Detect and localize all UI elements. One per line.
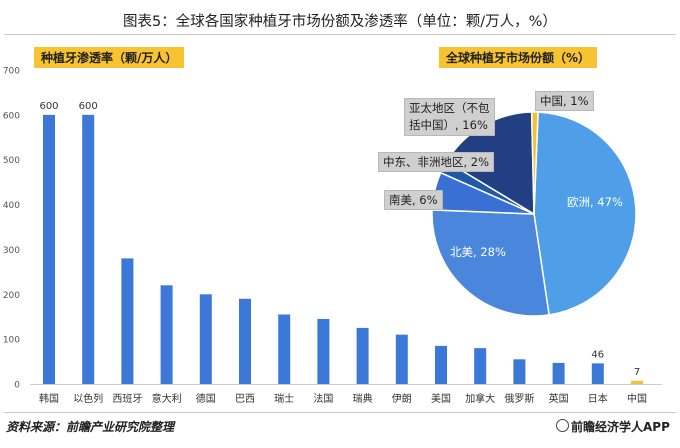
y-tick-label: 300 (3, 246, 20, 256)
bar-data-label: 600 (39, 101, 58, 112)
brand-logo-icon (556, 419, 569, 432)
x-tick-label: 瑞典 (353, 392, 373, 405)
bar-12 (474, 348, 487, 384)
x-tick-label: 中国 (627, 392, 647, 405)
bar-16 (631, 380, 643, 384)
pie-label-south-america: 南美, 6% (384, 190, 443, 210)
x-tick-label: 韩国 (39, 392, 59, 405)
pie-slice-2 (431, 209, 550, 317)
bar-1 (43, 114, 55, 384)
bar-2 (82, 114, 95, 384)
brand-credit: 前瞻经济学人APP (556, 418, 670, 435)
x-tick-label: 以色列 (73, 392, 103, 405)
bar-3 (121, 258, 134, 384)
y-tick-label: 200 (3, 291, 20, 301)
brand-text: 前瞻经济学人APP (571, 420, 670, 434)
bar-6 (239, 298, 251, 384)
source-note: 资料来源：前瞻产业研究院整理 (6, 420, 175, 434)
x-tick-label: 日本 (588, 392, 608, 405)
bar-4 (160, 285, 173, 384)
pie-chart-badge: 全球种植牙市场份额（%） (439, 47, 598, 68)
pie-slice-1 (533, 111, 637, 316)
top-divider (4, 34, 676, 35)
x-tick-label: 西班牙 (112, 393, 142, 405)
y-tick-label: 0 (14, 381, 20, 391)
y-tick-label: 100 (3, 336, 20, 346)
pie-label-middle-east-africa: 中东、非洲地区, 2% (378, 152, 495, 172)
x-tick-label: 法国 (313, 392, 333, 405)
pie-label-europe: 欧洲, 47% (567, 195, 623, 209)
x-tick-label: 德国 (196, 392, 216, 405)
bar-data-label: 600 (79, 101, 98, 112)
pie-label-asia-pacific-line1: 亚太地区（不包 (409, 101, 490, 115)
bar-data-label: 7 (634, 367, 640, 378)
pie-label-asia-pacific: 亚太地区（不包 括中国）, 16% (404, 98, 495, 136)
x-tick-label: 意大利 (152, 392, 182, 405)
y-tick-label: 400 (3, 201, 20, 211)
x-tick-label: 美国 (431, 392, 451, 405)
x-tick-label: 伊朗 (392, 393, 412, 405)
bar-chart-badge: 种植牙渗透率（颗/万人） (34, 47, 185, 68)
pie-label-asia-pacific-line2: 括中国）, 16% (409, 118, 488, 132)
bar-15 (591, 363, 604, 384)
bar-9 (356, 327, 369, 384)
bar-10 (395, 334, 408, 384)
y-tick-label: 700 (3, 67, 20, 77)
bar-11 (435, 345, 447, 384)
bar-7 (278, 314, 291, 384)
bar-data-label: 46 (591, 349, 604, 360)
x-tick-label: 瑞士 (274, 392, 294, 405)
bar-5 (199, 294, 212, 384)
bar-13 (513, 359, 526, 384)
x-tick-label: 俄罗斯 (504, 392, 534, 405)
pie-label-china: 中国, 1% (535, 91, 594, 111)
x-tick-label: 加拿大 (465, 392, 495, 405)
bottom-divider (4, 412, 676, 413)
x-tick-label: 巴西 (235, 393, 255, 405)
pie-slice-6 (530, 111, 539, 215)
bar-14 (552, 362, 565, 384)
y-tick-label: 600 (3, 111, 20, 121)
x-tick-label: 英国 (549, 392, 569, 405)
y-tick-label: 500 (3, 156, 20, 166)
pie-label-north-america: 北美, 28% (450, 245, 506, 259)
chart-title: 图表5：全球各国家种植牙市场份额及渗透率（单位：颗/万人，%） (123, 14, 557, 30)
bar-8 (317, 318, 330, 384)
